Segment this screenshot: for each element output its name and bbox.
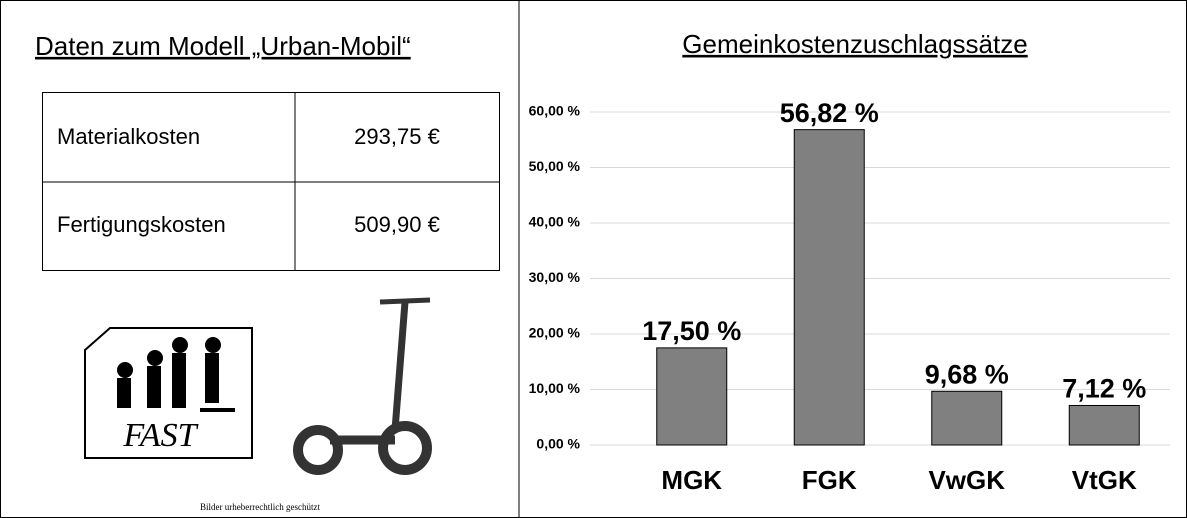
caption: Bilder urheberrechtlich geschützt — [200, 502, 320, 512]
x-tick-label: FGK — [802, 465, 857, 495]
y-tick-label: 60,00 % — [529, 103, 581, 119]
value-label: 9,68 % — [925, 359, 1009, 389]
x-tick-label: VtGK — [1072, 465, 1137, 495]
bar — [656, 347, 728, 446]
scooter — [293, 297, 432, 475]
value-label: 56,82 % — [780, 98, 879, 128]
y-tick-label: 10,00 % — [529, 380, 581, 396]
value-label: 17,50 % — [642, 316, 741, 346]
logo-text: FAST — [122, 417, 198, 454]
cell: 509,90 € — [354, 212, 440, 237]
x-tick-label: VwGK — [928, 465, 1005, 495]
bar — [1068, 404, 1140, 446]
cell: 293,75 € — [354, 124, 440, 149]
bar — [931, 390, 1003, 446]
logo: FAST — [84, 327, 253, 459]
bar — [793, 129, 865, 446]
y-tick-label: 40,00 % — [529, 214, 581, 230]
y-tick-label: 0,00 % — [536, 436, 580, 452]
y-tick-label: 50,00 % — [529, 158, 581, 174]
left-title: Daten zum Modell „Urban-Mobil“ — [35, 31, 411, 61]
value-label: 7,12 % — [1062, 374, 1146, 404]
chart-title: Gemeinkostenzuschlagssätze — [682, 29, 1027, 59]
y-tick-label: 30,00 % — [529, 269, 581, 285]
x-tick-label: MGK — [661, 465, 722, 495]
cell: Fertigungskosten — [57, 212, 226, 237]
cell: Materialkosten — [57, 124, 200, 149]
y-tick-label: 20,00 % — [529, 325, 581, 341]
